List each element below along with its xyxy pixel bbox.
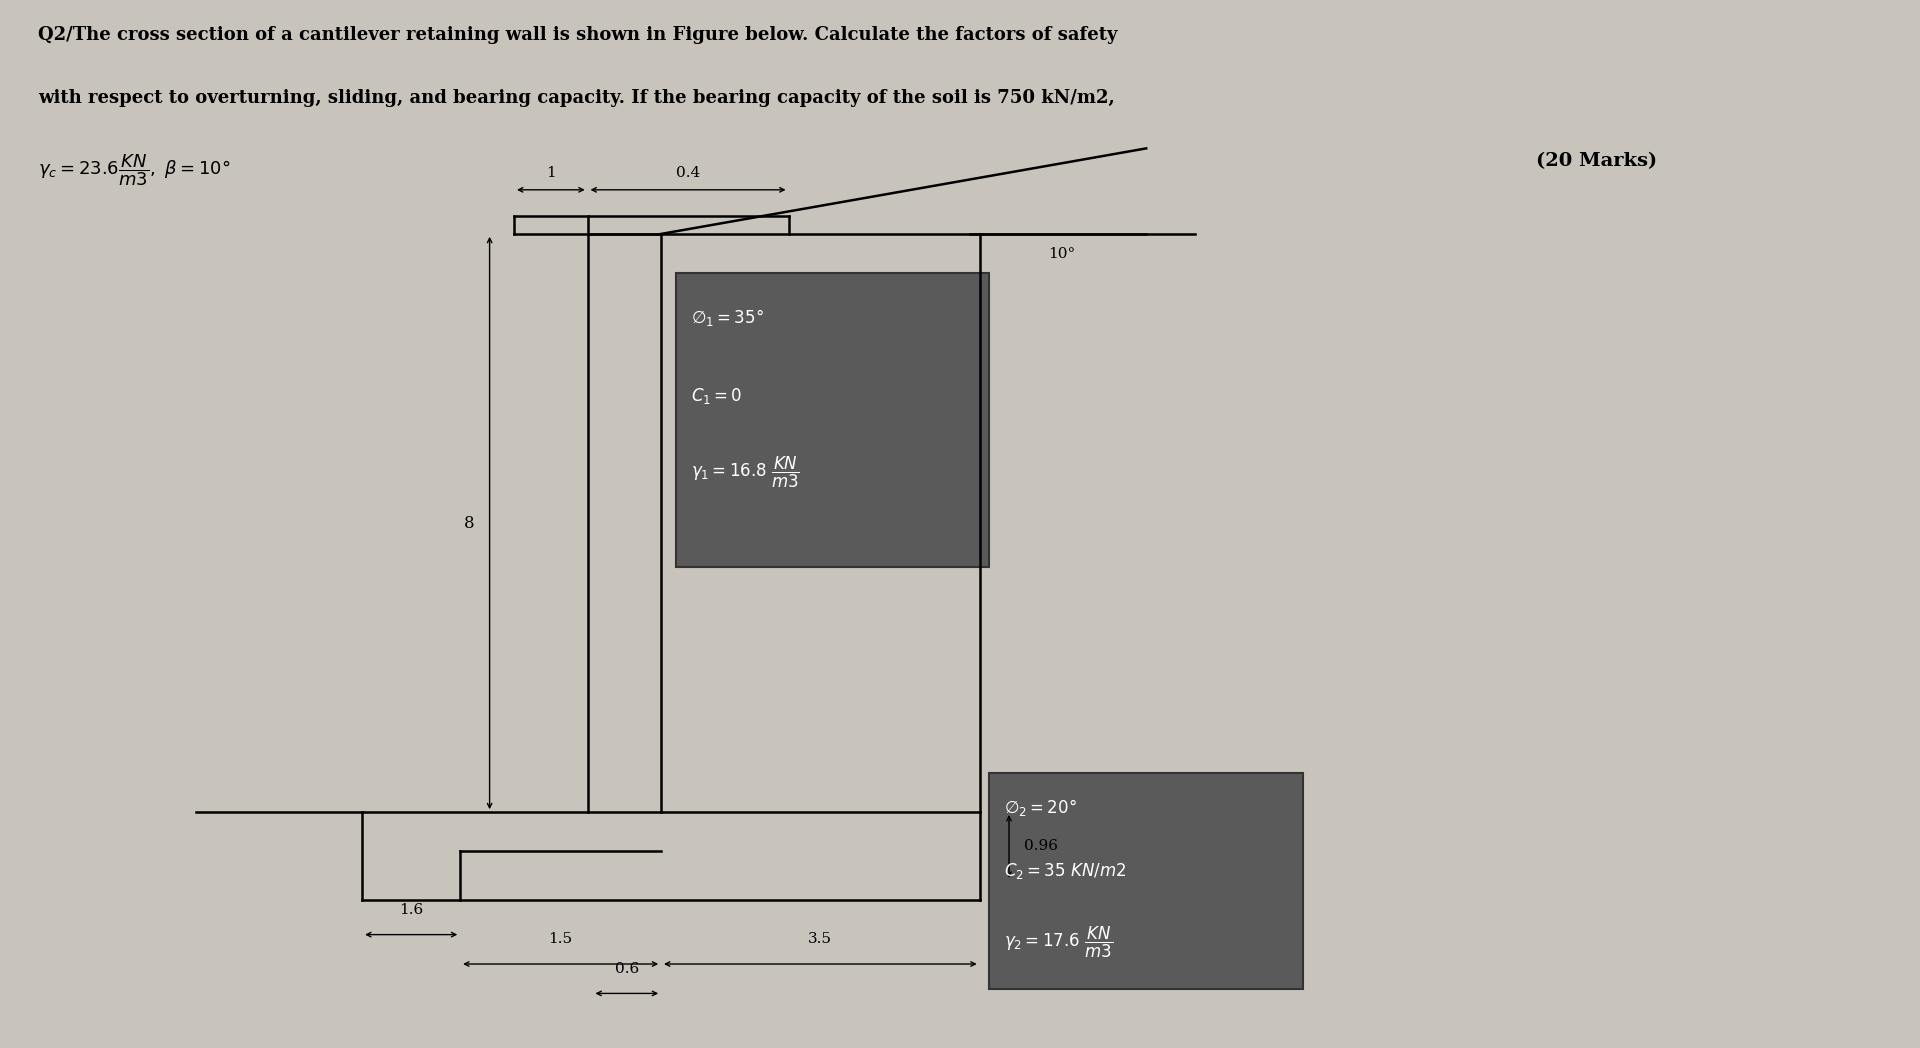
Text: 0.4: 0.4 <box>676 166 701 180</box>
Text: $C_2 = 35\ KN/m2$: $C_2 = 35\ KN/m2$ <box>1004 861 1127 881</box>
Text: $\gamma_2 = 17.6\ \dfrac{KN}{m3}$: $\gamma_2 = 17.6\ \dfrac{KN}{m3}$ <box>1004 924 1114 960</box>
Text: Q2/The cross section of a cantilever retaining wall is shown in Figure below. Ca: Q2/The cross section of a cantilever ret… <box>38 26 1117 44</box>
Text: $C_1 = 0$: $C_1 = 0$ <box>691 386 741 406</box>
Text: $\varnothing_1= 35°$: $\varnothing_1= 35°$ <box>691 307 764 328</box>
Text: (20 Marks): (20 Marks) <box>1536 152 1657 170</box>
Text: $\gamma_c = 23.6\dfrac{KN}{m3},\ \beta = 10°$: $\gamma_c = 23.6\dfrac{KN}{m3},\ \beta =… <box>38 152 230 188</box>
Text: 1: 1 <box>545 166 555 180</box>
Text: $\varnothing_2 = 20°$: $\varnothing_2 = 20°$ <box>1004 798 1077 818</box>
Text: 3.5: 3.5 <box>808 933 833 946</box>
Bar <box>676 274 989 567</box>
Text: 0.6: 0.6 <box>614 962 639 976</box>
Text: $\gamma_1 = 16.8\ \dfrac{KN}{m3}$: $\gamma_1 = 16.8\ \dfrac{KN}{m3}$ <box>691 455 799 489</box>
Text: with respect to overturning, sliding, and bearing capacity. If the bearing capac: with respect to overturning, sliding, an… <box>38 89 1116 107</box>
Text: 10°: 10° <box>1048 246 1075 261</box>
Text: 1.6: 1.6 <box>399 903 422 917</box>
Text: 0.96: 0.96 <box>1023 839 1058 853</box>
Bar <box>989 773 1304 988</box>
Text: 1.5: 1.5 <box>549 933 572 946</box>
Text: 8: 8 <box>465 515 474 531</box>
